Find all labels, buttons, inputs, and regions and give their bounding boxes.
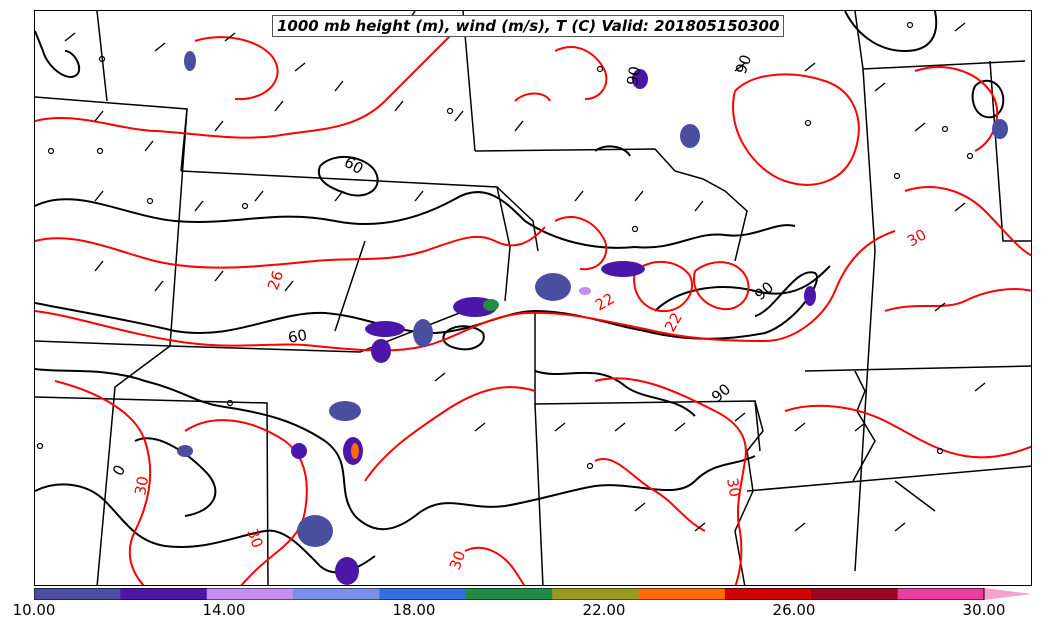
map-canvas: 60 60 90 90 90 0 90 26 22 22 30 30 30 30… bbox=[35, 11, 1031, 585]
colorbar-segment bbox=[724, 588, 812, 600]
height-label: 90 bbox=[623, 65, 644, 87]
height-label: 0 bbox=[109, 462, 129, 479]
colorbar-segment bbox=[206, 588, 294, 600]
temperature-label: 26 bbox=[264, 268, 287, 292]
colorbar-extend-arrow bbox=[984, 588, 1032, 600]
colorbar-tick: 14.00 bbox=[202, 601, 246, 619]
temperature-label: 22 bbox=[661, 309, 686, 335]
colorbar-tick: 18.00 bbox=[392, 601, 436, 619]
colorbar-segment bbox=[293, 588, 380, 600]
map-panel: 60 60 90 90 90 0 90 26 22 22 30 30 30 30… bbox=[34, 10, 1032, 586]
shaded-regions bbox=[177, 51, 1008, 585]
colorbar-segment bbox=[811, 588, 899, 600]
colorbar-tick: 26.00 bbox=[772, 601, 816, 619]
temperature-label: 30 bbox=[904, 225, 930, 250]
colorbar-tick: 22.00 bbox=[582, 601, 626, 619]
colorbar-segment bbox=[552, 588, 640, 600]
colorbar-segment bbox=[34, 588, 121, 600]
height-label: 90 bbox=[751, 278, 777, 304]
temperature-label: 30 bbox=[446, 548, 469, 572]
colorbar-segment bbox=[897, 588, 985, 600]
colorbar-segment bbox=[465, 588, 553, 600]
calm-markers bbox=[36, 21, 974, 470]
height-contours bbox=[35, 11, 1005, 574]
temperature-labels: 26 22 22 30 30 30 30 30 bbox=[131, 225, 929, 572]
colorbar-segment bbox=[379, 588, 467, 600]
wind-barbs bbox=[64, 22, 986, 532]
temperature-contours bbox=[35, 20, 1031, 585]
colorbar-tick: 30.00 bbox=[962, 601, 1006, 619]
temperature-label: 30 bbox=[131, 475, 152, 497]
temperature-label: 30 bbox=[243, 526, 266, 550]
height-label: 90 bbox=[732, 52, 755, 76]
height-label: 60 bbox=[287, 326, 309, 347]
colorbar-segments bbox=[34, 588, 985, 600]
colorbar-tick: 10.00 bbox=[12, 601, 56, 619]
map-title: 1000 mb height (m), wind (m/s), T (C) Va… bbox=[272, 15, 785, 37]
colorbar-segment bbox=[120, 588, 208, 600]
temperature-label: 30 bbox=[723, 477, 744, 499]
colorbar-segment bbox=[638, 588, 726, 600]
colorbar bbox=[34, 588, 1032, 600]
temperature-label: 22 bbox=[592, 289, 618, 314]
